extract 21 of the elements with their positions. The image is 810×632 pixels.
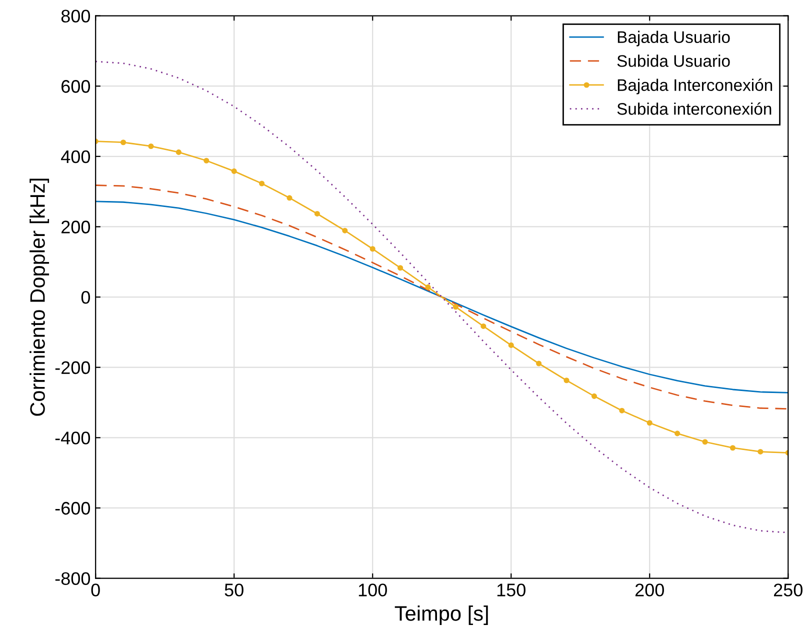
x-tick-label: 200 bbox=[635, 584, 664, 596]
y-axis-title: Corrimiento Doppler [kHz] bbox=[30, 178, 50, 416]
y-tick-label: -600 bbox=[55, 502, 90, 515]
x-axis-title: Teimpo [s] bbox=[394, 606, 488, 625]
x-tick-label: 50 bbox=[224, 584, 244, 596]
legend-label: Bajada Interconexión bbox=[618, 78, 772, 94]
y-tick-label: 600 bbox=[62, 80, 90, 93]
y-tick-label: -800 bbox=[55, 572, 90, 585]
x-tick-label: 150 bbox=[497, 584, 526, 596]
x-tick-label: 250 bbox=[774, 584, 802, 596]
y-tick-label: 400 bbox=[61, 150, 90, 164]
legend-label: Subida Usuario bbox=[617, 54, 730, 67]
y-tick-label: 800 bbox=[61, 10, 90, 23]
y-tick-label: 200 bbox=[62, 220, 90, 234]
y-tick-label: -400 bbox=[55, 432, 90, 444]
x-tick-label: 100 bbox=[358, 584, 387, 596]
legend-label: Subida interconexión bbox=[617, 102, 772, 115]
x-tick-label: 0 bbox=[91, 584, 100, 596]
y-tick-label: -200 bbox=[55, 361, 90, 374]
y-tick-label: 0 bbox=[81, 290, 90, 304]
legend-label: Bajada Usuario bbox=[618, 30, 730, 46]
